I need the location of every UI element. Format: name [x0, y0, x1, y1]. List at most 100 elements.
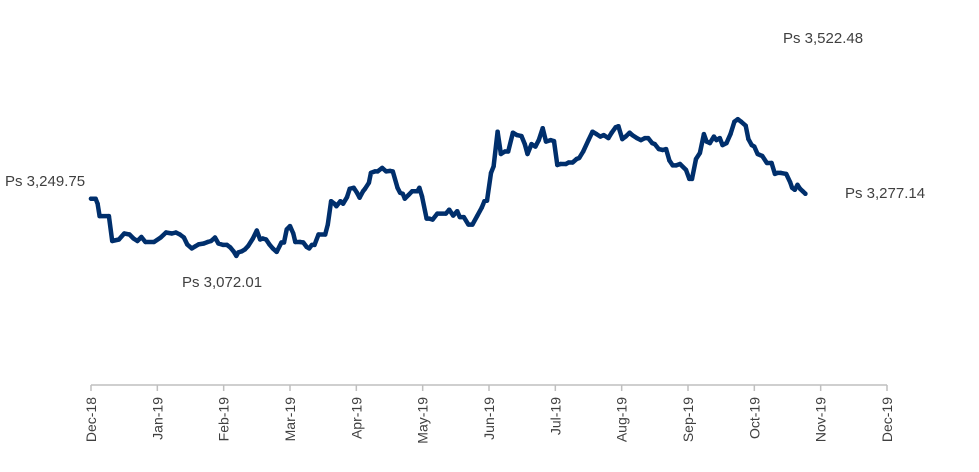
- data-point: [224, 242, 230, 248]
- data-point: [609, 130, 614, 135]
- data-point: [334, 204, 339, 209]
- data-point: [558, 161, 563, 167]
- data-point: [707, 140, 713, 146]
- data-point: [351, 185, 356, 190]
- data-point: [447, 207, 452, 212]
- annotation-end-value: Ps 3,277.14: [845, 185, 925, 202]
- data-point: [384, 169, 389, 174]
- data-point: [189, 246, 194, 251]
- data-point: [570, 160, 575, 165]
- x-tick-label: Nov-19: [813, 397, 829, 442]
- data-point: [340, 201, 346, 206]
- data-point: [127, 232, 132, 237]
- data-point: [755, 151, 760, 157]
- data-point: [212, 235, 218, 240]
- data-point: [312, 242, 317, 248]
- data-point: [270, 246, 275, 251]
- data-point: [151, 239, 157, 245]
- data-point: [577, 155, 582, 161]
- data-point: [375, 169, 380, 174]
- data-point: [689, 176, 695, 182]
- annotation-low-value: Ps 3,072.01: [182, 274, 262, 291]
- data-point: [344, 195, 350, 200]
- data-point: [236, 250, 241, 255]
- data-point: [792, 187, 797, 192]
- data-point: [307, 246, 312, 251]
- data-point: [158, 235, 163, 240]
- data-point: [701, 131, 707, 137]
- data-point: [711, 134, 717, 139]
- data-point: [451, 213, 456, 218]
- data-point: [670, 163, 675, 168]
- data-point: [470, 222, 475, 227]
- data-point: [291, 231, 296, 236]
- data-point: [192, 244, 198, 249]
- data-point: [228, 245, 233, 250]
- data-point: [250, 236, 256, 241]
- data-point: [347, 186, 352, 191]
- data-point: [181, 235, 187, 240]
- data-point: [316, 232, 321, 237]
- data-point: [97, 213, 102, 219]
- data-point: [106, 213, 112, 219]
- data-point: [139, 234, 144, 240]
- x-tick-label: Aug-19: [614, 397, 630, 442]
- data-point: [443, 211, 449, 216]
- x-tick-label: Feb-19: [216, 397, 232, 442]
- data-point: [728, 131, 733, 137]
- data-point: [620, 136, 625, 142]
- x-axis: Dec-18 Jan-19 Feb-19 Mar-19 Apr-19 May-19 Jun-…: [83, 384, 895, 444]
- data-point: [764, 160, 770, 166]
- data-point: [623, 134, 628, 139]
- data-point: [656, 146, 661, 152]
- data-point: [598, 134, 603, 139]
- data-point: [548, 137, 553, 143]
- data-point: [551, 138, 557, 144]
- data-point: [594, 131, 599, 137]
- data-point: [519, 133, 524, 139]
- data-point: [208, 238, 214, 244]
- data-point: [502, 149, 508, 154]
- data-point: [760, 153, 765, 159]
- data-point: [693, 156, 699, 162]
- data-point: [752, 144, 757, 149]
- data-point: [110, 238, 115, 244]
- data-point: [555, 162, 560, 168]
- series-points: [88, 117, 808, 259]
- data-point: [435, 211, 440, 216]
- data-point: [479, 205, 484, 210]
- data-point: [788, 180, 793, 185]
- annotations: Ps 3,249.75 Ps 3,072.01 Ps 3,522.48 Ps 3…: [5, 30, 925, 291]
- data-point: [400, 191, 405, 196]
- data-point: [131, 236, 136, 241]
- x-tick-label: Jan-19: [149, 397, 165, 440]
- data-point: [606, 135, 611, 141]
- data-point: [484, 198, 490, 203]
- data-point: [390, 169, 395, 174]
- data-point: [254, 228, 259, 233]
- data-point: [522, 141, 527, 147]
- x-tick-label: Dec-18: [83, 397, 99, 442]
- data-point: [616, 124, 621, 129]
- data-point: [409, 189, 415, 194]
- data-point: [746, 136, 751, 142]
- data-point: [466, 222, 471, 227]
- x-tick-label: Jun-19: [481, 397, 497, 440]
- data-point: [533, 144, 538, 149]
- data-point: [297, 239, 303, 245]
- data-point: [803, 191, 808, 196]
- data-point: [284, 227, 289, 232]
- data-point: [488, 170, 494, 176]
- data-point: [697, 150, 703, 156]
- data-point: [216, 241, 221, 246]
- x-tick-label: Mar-19: [282, 397, 298, 442]
- data-point: [419, 194, 425, 199]
- data-point: [784, 171, 789, 177]
- x-tick-label: Jul-19: [547, 397, 563, 435]
- data-point: [323, 232, 328, 237]
- x-tick-label: Apr-19: [348, 397, 364, 439]
- data-point: [354, 190, 360, 195]
- data-point: [769, 160, 774, 166]
- data-point: [135, 238, 140, 244]
- data-point: [663, 146, 669, 152]
